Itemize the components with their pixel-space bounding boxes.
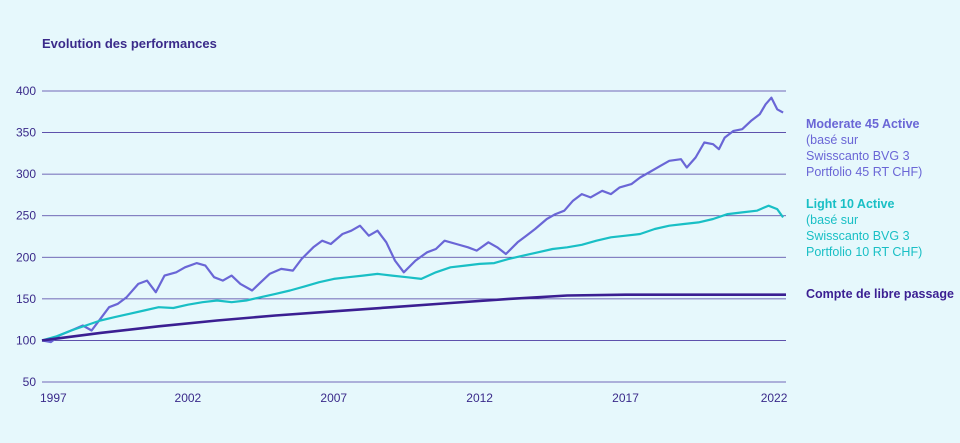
series-lines: [41, 96, 786, 344]
x-tick-label: 2002: [175, 391, 202, 405]
legend-light-name: Light 10 Active: [806, 197, 895, 211]
legend-libre-name: Compte de libre passage: [806, 287, 954, 301]
x-tick-label: 2017: [612, 391, 639, 405]
y-tick-label: 100: [16, 333, 36, 347]
legend-moderate-45-active: Moderate 45 Active (basé sur Swisscanto …: [806, 116, 922, 180]
y-tick-label: 350: [16, 126, 36, 140]
chart-title: Evolution des performances: [42, 36, 217, 51]
legend-compte-de-libre-passage: Compte de libre passage: [806, 286, 954, 302]
y-tick-label: 400: [16, 84, 36, 98]
x-tick-label: 2007: [320, 391, 347, 405]
legend-light-10-active: Light 10 Active (basé sur Swisscanto BVG…: [806, 196, 922, 260]
x-tick-labels: 1997 2002 2007 2012 2017 2022: [40, 391, 788, 405]
x-tick-label: 2022: [761, 391, 788, 405]
legend-moderate-description: (basé sur Swisscanto BVG 3 Portfolio 45 …: [806, 133, 923, 179]
legend-light-description: (basé sur Swisscanto BVG 3 Portfolio 10 …: [806, 213, 923, 259]
y-tick-label: 200: [16, 250, 36, 264]
y-tick-label: 150: [16, 292, 36, 306]
y-tick-label: 250: [16, 209, 36, 223]
legend-moderate-name: Moderate 45 Active: [806, 117, 920, 131]
y-tick-label: 50: [23, 375, 37, 389]
x-tick-label: 1997: [40, 391, 67, 405]
series-line-moderate-45-active: [41, 96, 784, 344]
y-tick-labels: 50 100 150 200 250 300 350 400: [16, 84, 36, 389]
series-line-compte-de-libre-passage: [41, 293, 786, 342]
y-tick-label: 300: [16, 167, 36, 181]
series-line-light-10-active: [41, 204, 784, 342]
x-tick-label: 2012: [466, 391, 493, 405]
grid-lines: [42, 90, 786, 383]
